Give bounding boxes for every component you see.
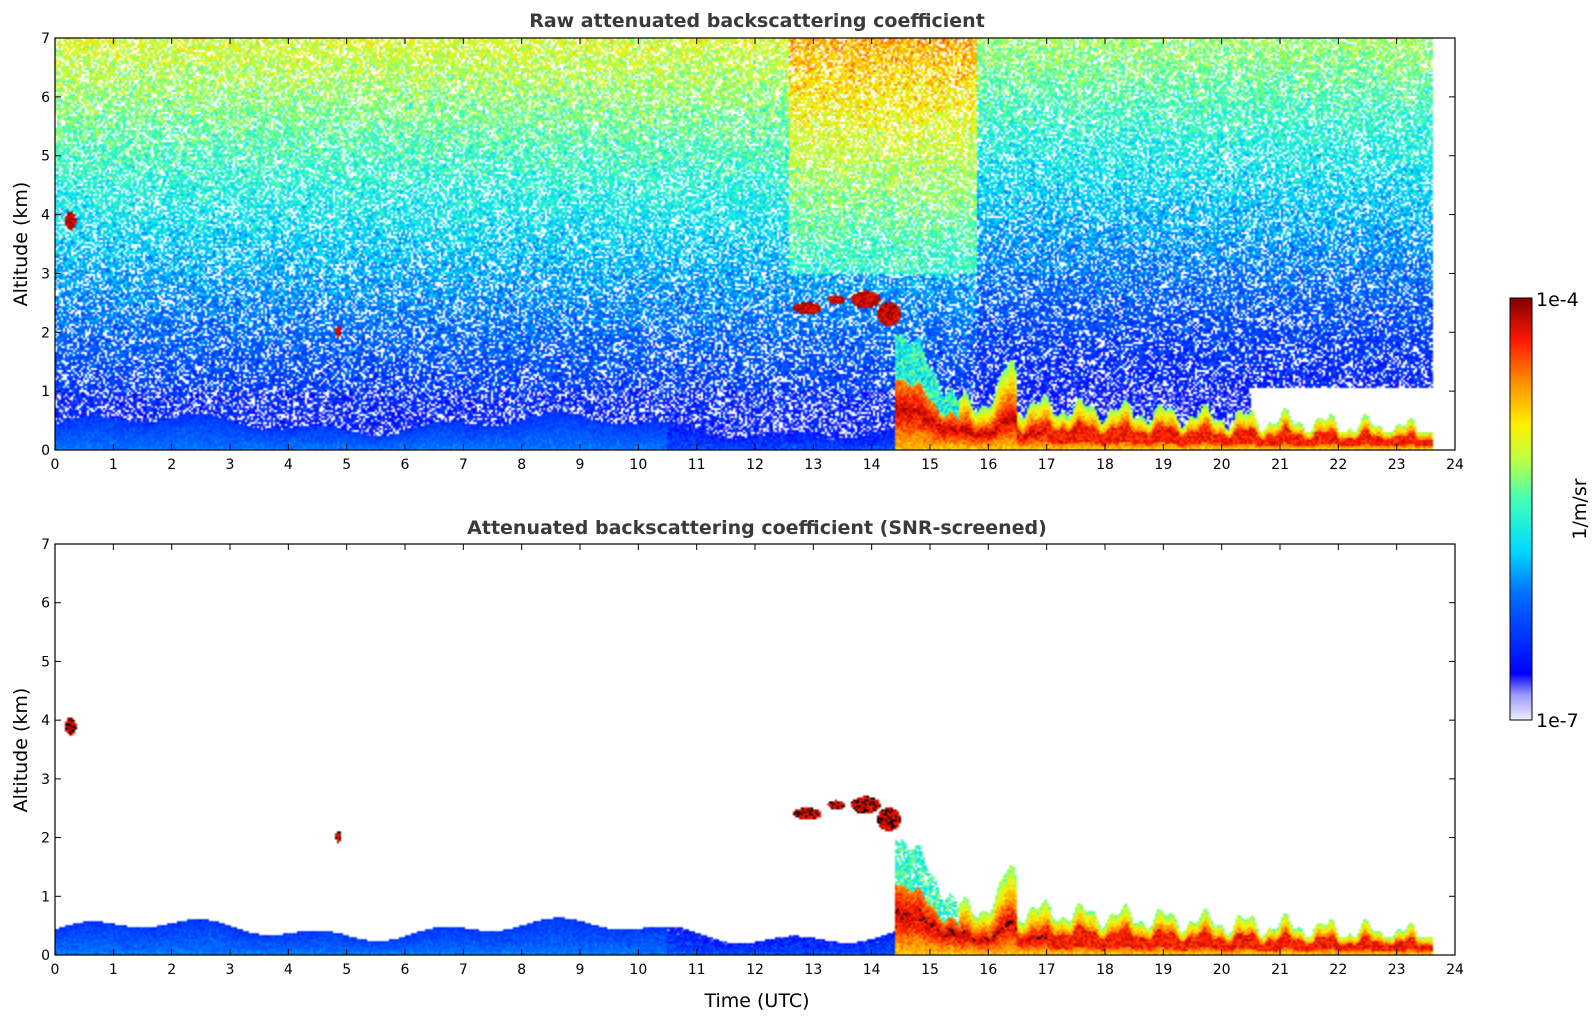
bottom-x-tick-label: 3 — [226, 962, 235, 978]
bottom-x-tick-label: 2 — [167, 962, 176, 978]
bottom-x-tick-label: 19 — [1154, 962, 1172, 978]
bottom-y-tick-label: 0 — [41, 948, 50, 964]
bottom-x-tick-label: 17 — [1038, 962, 1056, 978]
top-x-tick-label: 16 — [979, 457, 997, 473]
top-x-tick-label: 5 — [342, 457, 351, 473]
top-panel: Raw attenuated backscattering coefficien… — [10, 10, 1464, 473]
colorbar: 1e-4 1e-7 1/m/sr — [1509, 289, 1591, 732]
bottom-x-tick-label: 1 — [109, 962, 118, 978]
top-x-tick-label: 11 — [688, 457, 706, 473]
top-x-tick-label: 20 — [1213, 457, 1231, 473]
bottom-y-tick-label: 3 — [41, 772, 50, 788]
bottom-x-tick-label: 20 — [1213, 962, 1231, 978]
bottom-y-tick-label: 6 — [41, 596, 50, 612]
top-x-tick-label: 21 — [1271, 457, 1289, 473]
top-x-tick-label: 1 — [109, 457, 118, 473]
top-x-tick-label: 12 — [746, 457, 764, 473]
colorbar-label: 1/m/sr — [1569, 478, 1591, 539]
bottom-y-label: Altitude (km) — [10, 688, 32, 813]
top-x-tick-label: 14 — [863, 457, 881, 473]
bottom-x-tick-label: 23 — [1388, 962, 1406, 978]
bottom-title: Attenuated backscattering coefficient (S… — [467, 517, 1047, 539]
top-x-tick-label: 18 — [1096, 457, 1114, 473]
top-x-tick-label: 23 — [1388, 457, 1406, 473]
bottom-panel: Attenuated backscattering coefficient (S… — [10, 517, 1464, 1012]
top-y-tick-label: 7 — [41, 31, 50, 47]
top-x-tick-label: 0 — [51, 457, 60, 473]
top-y-label: Altitude (km) — [10, 182, 32, 307]
top-x-tick-label: 15 — [921, 457, 939, 473]
colorbar-min-label: 1e-7 — [1536, 710, 1579, 732]
bottom-x-tick-label: 9 — [576, 962, 585, 978]
bottom-x-tick-label: 22 — [1329, 962, 1347, 978]
top-x-tick-label: 2 — [167, 457, 176, 473]
bottom-y-tick-label: 5 — [41, 654, 50, 670]
bottom-x-tick-label: 7 — [459, 962, 468, 978]
top-y-tick-label: 6 — [41, 90, 50, 106]
top-x-tick-label: 13 — [804, 457, 822, 473]
bottom-x-tick-label: 12 — [746, 962, 764, 978]
top-x-tick-label: 10 — [629, 457, 647, 473]
top-y-tick-label: 2 — [41, 325, 50, 341]
top-x-tick-label: 9 — [576, 457, 585, 473]
top-x-tick-label: 3 — [226, 457, 235, 473]
bottom-x-tick-label: 10 — [629, 962, 647, 978]
bottom-y-ticks: 0 1 2 3 4 5 6 7 — [41, 537, 1455, 964]
bottom-x-tick-label: 24 — [1446, 962, 1464, 978]
bottom-x-tick-label: 15 — [921, 962, 939, 978]
top-heatmap — [55, 38, 1455, 450]
bottom-x-tick-label: 21 — [1271, 962, 1289, 978]
bottom-y-tick-label: 1 — [41, 889, 50, 905]
bottom-heatmap — [55, 544, 1455, 955]
top-x-tick-label: 24 — [1446, 457, 1464, 473]
bottom-x-tick-label: 13 — [804, 962, 822, 978]
bottom-y-tick-label: 7 — [41, 537, 50, 553]
top-y-tick-label: 1 — [41, 384, 50, 400]
bottom-x-tick-label: 0 — [51, 962, 60, 978]
bottom-x-ticks: 0 1 2 3 4 5 6 7 8 9 10 11 12 13 14 15 16 17 18 19 20 21 22 23 24 — [51, 544, 1464, 978]
top-y-ticks: 0 1 2 3 4 5 6 7 — [41, 31, 1455, 459]
top-x-ticks: 0 1 2 3 4 5 6 7 8 9 10 11 12 13 14 15 16 17 18 19 20 21 22 23 24 — [51, 38, 1464, 473]
top-y-tick-label: 4 — [41, 208, 50, 224]
top-x-tick-label: 8 — [517, 457, 526, 473]
bottom-x-tick-label: 16 — [979, 962, 997, 978]
bottom-x-tick-label: 4 — [284, 962, 293, 978]
top-x-tick-label: 7 — [459, 457, 468, 473]
bottom-x-label: Time (UTC) — [703, 990, 809, 1012]
bottom-x-tick-label: 8 — [517, 962, 526, 978]
bottom-x-tick-label: 11 — [688, 962, 706, 978]
top-x-tick-label: 4 — [284, 457, 293, 473]
top-y-tick-label: 5 — [41, 149, 50, 165]
bottom-x-tick-label: 6 — [401, 962, 410, 978]
top-y-tick-label: 3 — [41, 266, 50, 282]
colorbar-max-label: 1e-4 — [1536, 289, 1579, 311]
bottom-x-tick-label: 5 — [342, 962, 351, 978]
bottom-y-tick-label: 4 — [41, 713, 50, 729]
top-title: Raw attenuated backscattering coefficien… — [529, 10, 985, 32]
bottom-x-tick-label: 14 — [863, 962, 881, 978]
colorbar-gradient — [1509, 297, 1533, 721]
bottom-y-tick-label: 2 — [41, 831, 50, 847]
top-x-tick-label: 22 — [1329, 457, 1347, 473]
top-x-tick-label: 17 — [1038, 457, 1056, 473]
top-y-tick-label: 0 — [41, 443, 50, 459]
bottom-x-tick-label: 18 — [1096, 962, 1114, 978]
top-x-tick-label: 19 — [1154, 457, 1172, 473]
top-x-tick-label: 6 — [401, 457, 410, 473]
